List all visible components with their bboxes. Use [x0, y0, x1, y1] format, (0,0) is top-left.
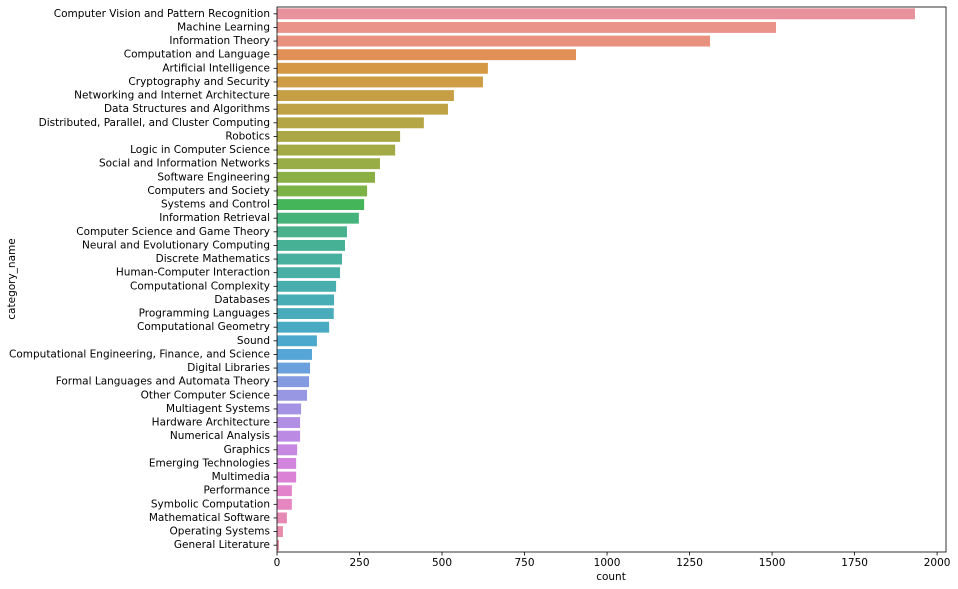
bar: [277, 226, 347, 238]
y-tick-label: Emerging Technologies: [149, 457, 270, 469]
x-tick-label: 250: [349, 557, 369, 569]
bar: [277, 199, 365, 211]
x-tick-label: 1500: [759, 557, 786, 569]
bar: [277, 103, 448, 115]
x-axis-label: count: [596, 571, 626, 583]
bar: [277, 158, 380, 170]
axes-frame: [276, 6, 947, 553]
bar: [277, 335, 317, 347]
bar: [277, 430, 301, 442]
bar: [277, 8, 915, 20]
y-axis-label: category_name: [6, 238, 18, 319]
bar: [277, 185, 368, 197]
x-tick-label: 0: [274, 557, 281, 569]
y-tick-label: Networking and Internet Architecture: [74, 90, 270, 102]
bar: [277, 253, 343, 265]
bar: [277, 130, 401, 142]
y-tick-label: Graphics: [224, 444, 270, 456]
bar: [277, 403, 302, 415]
x-tick-label: 500: [432, 557, 452, 569]
bar: [277, 389, 308, 401]
y-tick-label: Artificial Intelligence: [162, 62, 270, 74]
bar: [277, 512, 287, 524]
x-tick-label: 1250: [676, 557, 703, 569]
y-tick-label: Digital Libraries: [187, 362, 270, 374]
y-tick-label: Distributed, Parallel, and Cluster Compu…: [39, 117, 270, 129]
y-tick-label: Databases: [214, 294, 270, 306]
y-tick-label: Social and Information Networks: [99, 158, 270, 170]
bar: [277, 294, 335, 306]
bar: [277, 444, 298, 456]
x-tick-label: 1750: [841, 557, 868, 569]
y-tick-label: Numerical Analysis: [170, 430, 270, 442]
y-tick-label: Systems and Control: [161, 199, 270, 211]
y-tick-label: Information Retrieval: [159, 212, 270, 224]
bar: [277, 239, 345, 251]
bar: [277, 362, 311, 374]
bar: [277, 308, 334, 320]
bar: [277, 376, 310, 388]
bar: [277, 457, 297, 469]
y-tick-label: Symbolic Computation: [151, 498, 270, 510]
bar: [277, 144, 396, 156]
bar: [277, 267, 341, 279]
x-tick-label: 750: [515, 557, 535, 569]
bar: [277, 90, 454, 102]
y-tick-label: Computer Science and Game Theory: [76, 226, 270, 238]
y-tick-label: Information Theory: [169, 35, 270, 47]
bar: [277, 171, 376, 183]
bar: [277, 498, 292, 510]
bar: [277, 21, 777, 33]
x-tick-label: 2000: [924, 557, 951, 569]
y-tick-label: Computation and Language: [124, 49, 270, 61]
bar: [277, 417, 301, 429]
bar: [277, 62, 488, 74]
y-tick-label: Software Engineering: [157, 171, 270, 183]
y-tick-label: Logic in Computer Science: [130, 144, 270, 156]
y-tick-label: Discrete Mathematics: [156, 253, 270, 265]
y-tick-label: Multimedia: [212, 471, 270, 483]
x-tick-label: 1000: [594, 557, 621, 569]
bar: [277, 485, 292, 497]
y-tick-label: Formal Languages and Automata Theory: [56, 376, 270, 388]
y-tick-label: Computer Vision and Pattern Recognition: [54, 8, 270, 20]
y-tick-label: Computational Engineering, Finance, and …: [9, 348, 270, 360]
y-tick-label: General Literature: [174, 539, 270, 551]
bar: [277, 539, 279, 551]
bar: [277, 212, 359, 224]
y-tick-label: Programming Languages: [139, 308, 270, 320]
bar: [277, 348, 312, 360]
y-tick-label: Machine Learning: [177, 21, 270, 33]
y-tick-label: Hardware Architecture: [152, 417, 270, 429]
bar: [277, 471, 297, 483]
bar: [277, 76, 483, 88]
y-tick-label: Neural and Evolutionary Computing: [82, 239, 270, 251]
y-tick-label: Human-Computer Interaction: [116, 267, 270, 279]
bar: [277, 35, 711, 47]
y-tick-label: Mathematical Software: [149, 512, 270, 524]
y-tick-label: Robotics: [225, 130, 270, 142]
y-tick-label: Other Computer Science: [141, 389, 270, 401]
y-tick-label: Data Structures and Algorithms: [104, 103, 270, 115]
y-tick-label: Sound: [237, 335, 270, 347]
bar: [277, 526, 283, 538]
y-tick-label: Computers and Society: [147, 185, 270, 197]
bar: [277, 280, 337, 292]
y-tick-label: Cryptography and Security: [128, 76, 270, 88]
y-tick-label: Computational Geometry: [137, 321, 270, 333]
y-tick-label: Multiagent Systems: [166, 403, 270, 415]
bar: [277, 49, 577, 61]
y-tick-label: Operating Systems: [170, 526, 270, 538]
y-tick-label: Computational Complexity: [130, 280, 270, 292]
bar: [277, 321, 330, 333]
bar: [277, 117, 424, 129]
y-tick-label: Performance: [203, 485, 270, 497]
